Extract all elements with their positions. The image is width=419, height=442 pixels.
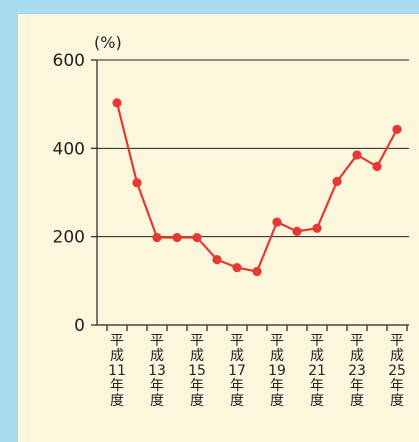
data-point — [352, 150, 362, 160]
y-tick-label-200: 200 — [53, 228, 85, 248]
y-tick-labels: 0 200 400 600 — [53, 51, 85, 336]
data-point — [172, 232, 182, 243]
x-tick-label: 平成 21 年度 — [308, 333, 326, 409]
x-tick-label: 平成 15 年度 — [188, 333, 206, 409]
data-point — [312, 223, 322, 233]
x-tick-label: 平成 17 年度 — [228, 333, 246, 409]
data-point — [332, 176, 342, 187]
data-points — [112, 98, 402, 277]
data-point — [112, 98, 122, 108]
chart-panel — [18, 13, 419, 442]
data-point — [392, 124, 402, 134]
y-tick-label-400: 400 — [53, 139, 85, 159]
series-line — [115, 102, 398, 273]
x-tick-label: 平成 23 年度 — [348, 333, 366, 409]
data-point — [252, 266, 262, 277]
data-point — [192, 232, 202, 243]
y-axis-unit-label: (%) — [94, 33, 122, 52]
data-point — [372, 161, 382, 172]
data-point — [292, 226, 302, 236]
y-tick-label-600: 600 — [53, 51, 85, 71]
x-tick-label: 平成 13 年度 — [148, 333, 166, 409]
data-point — [212, 255, 222, 265]
data-point — [272, 217, 282, 227]
data-point — [152, 232, 162, 243]
x-tick-labels: 平成 11 年度 平成 13 年度 平成 15 年度 平成 17 年度 平成 19 年度 平成 21 年度 平成 23… — [108, 333, 406, 409]
data-point — [232, 262, 242, 273]
axes — [91, 59, 409, 331]
x-tick-label: 平成 19 年度 — [268, 333, 286, 409]
y-tick-label-0: 0 — [74, 316, 85, 336]
x-tick-label: 平成 11 年度 — [108, 333, 126, 409]
x-tick-label: 平成 25 年度 — [388, 333, 406, 409]
data-point — [132, 178, 142, 188]
grid-lines — [97, 59, 409, 238]
